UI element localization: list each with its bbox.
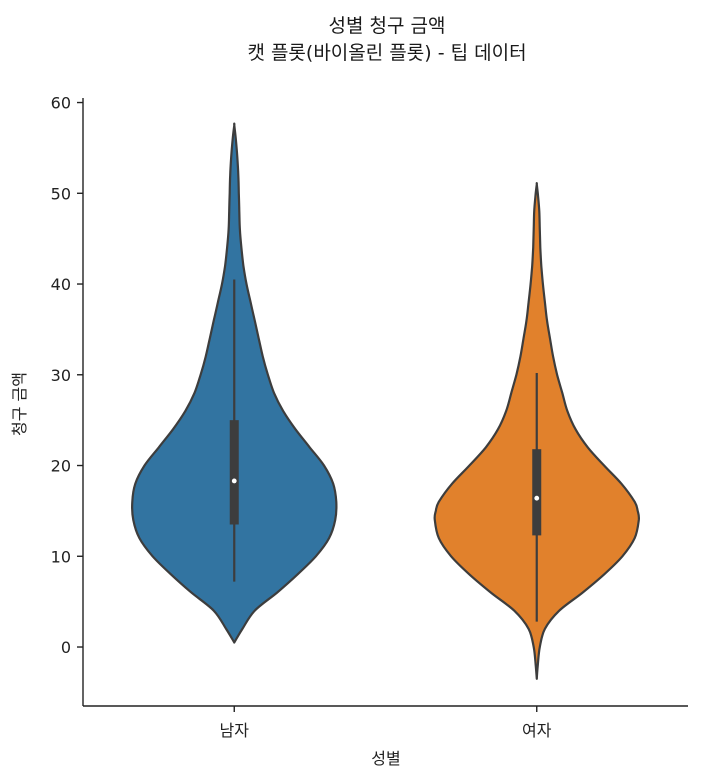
median-dot-2 <box>534 495 540 501</box>
y-axis-label: 청구 금액 <box>10 372 29 436</box>
y-tick-label: 50 <box>51 184 71 203</box>
chart-title: 성별 청구 금액 <box>329 15 446 37</box>
iqr-box-1 <box>229 420 239 525</box>
x-axis: 남자 여자 <box>83 705 688 740</box>
y-tick-label: 20 <box>51 457 71 476</box>
median-dot-1 <box>231 478 237 484</box>
y-tick-label: 60 <box>51 94 71 113</box>
y-axis: 0 10 20 30 40 50 60 <box>51 94 84 706</box>
y-tick-label: 10 <box>51 547 71 566</box>
y-tick-label: 40 <box>51 275 71 294</box>
plot-area <box>131 122 641 680</box>
x-axis-label: 성별 <box>371 749 400 768</box>
x-tick-label: 남자 <box>220 721 250 740</box>
y-tick-label: 0 <box>61 638 71 657</box>
y-tick-label: 30 <box>51 366 71 385</box>
iqr-box-2 <box>532 449 542 536</box>
x-tick-label: 여자 <box>522 721 552 740</box>
chart-subtitle: 캣 플롯(바이올린 플롯) - 팁 데이터 <box>247 42 526 64</box>
